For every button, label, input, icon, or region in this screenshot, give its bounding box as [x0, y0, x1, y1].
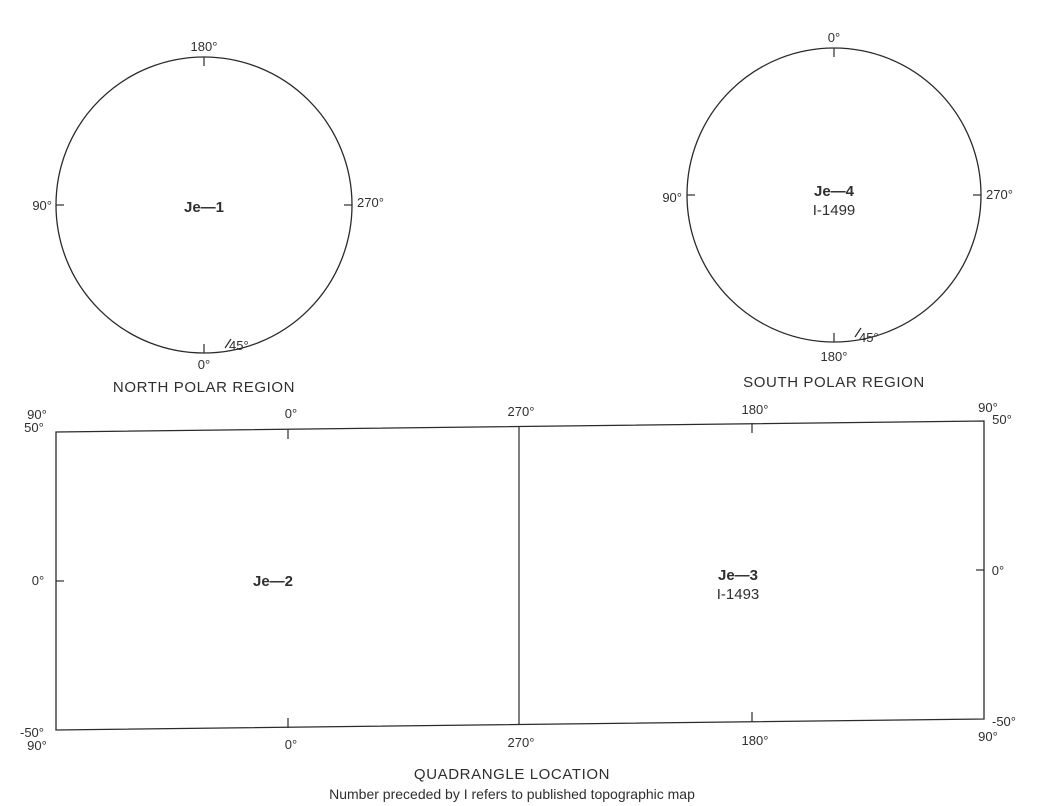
south-polar-label-backdrop: [795, 180, 873, 220]
left-latitude-label: 50°: [24, 420, 44, 435]
quadrangle-je-1-name: Je—1: [184, 199, 224, 216]
south-polar-caption: SOUTH POLAR REGION: [743, 374, 925, 391]
bottom-longitude-label: 270°: [508, 735, 535, 750]
south-polar-label-45: 45°: [859, 330, 879, 345]
south-polar-tick-45: [854, 327, 862, 338]
quadrangle-location-caption: QUADRANGLE LOCATION: [414, 766, 610, 783]
quadrangle-je-4-map-number: I-1499: [813, 202, 856, 219]
right-latitude-label: 50°: [992, 412, 1012, 427]
north-polar-label-left: 90°: [32, 198, 52, 213]
top-longitude-label: 90°: [978, 400, 998, 415]
top-longitude-label: 90°: [27, 407, 47, 422]
south-polar-label-left: 90°: [662, 190, 682, 205]
north-polar-label-right: 270°: [357, 195, 384, 210]
north-polar-tick-45: [224, 338, 232, 349]
equatorial-band: 90° 0° 270° 180° 90° 90° 0° 270° 180° 90…: [20, 400, 1016, 753]
north-polar-label-top: 180°: [191, 39, 218, 54]
equatorial-outline: [55, 420, 985, 731]
south-polar-label-bottom: 180°: [821, 349, 848, 364]
quadrangle-je-3-name: Je—3: [718, 567, 758, 584]
south-polar-label-top: 0°: [828, 30, 840, 45]
bottom-longitude-label: 90°: [978, 729, 998, 744]
north-polar-region: 180° 0° 90° 270° 45° Je—1 NORTH POLAR RE…: [32, 39, 384, 396]
right-latitude-label: -50°: [992, 714, 1016, 729]
bottom-longitude-label: 0°: [285, 737, 297, 752]
quadrangle-je-2-name: Je—2: [253, 573, 293, 590]
left-latitude-label: -50°: [20, 725, 44, 740]
quadrangle-je-4-name: Je—4: [814, 183, 855, 200]
top-longitude-label: 180°: [742, 402, 769, 417]
quadrangle-je-3-map-number: I-1493: [717, 586, 760, 603]
north-polar-caption: NORTH POLAR REGION: [113, 379, 295, 396]
published-map-note: Number preceded by I refers to published…: [329, 786, 695, 802]
left-latitude-label: 0°: [32, 573, 44, 588]
south-polar-region: 0° 180° 90° 270° 45° Je—4 I-1499 SOUTH P…: [662, 30, 1013, 391]
bottom-longitude-label: 180°: [742, 733, 769, 748]
north-polar-label-45: 45°: [229, 338, 249, 353]
south-polar-label-right: 270°: [986, 187, 1013, 202]
north-polar-label-bottom: 0°: [198, 357, 210, 372]
right-latitude-label: 0°: [992, 563, 1004, 578]
top-longitude-label: 0°: [285, 406, 297, 421]
bottom-longitude-label: 90°: [27, 738, 47, 753]
top-longitude-label: 270°: [508, 404, 535, 419]
